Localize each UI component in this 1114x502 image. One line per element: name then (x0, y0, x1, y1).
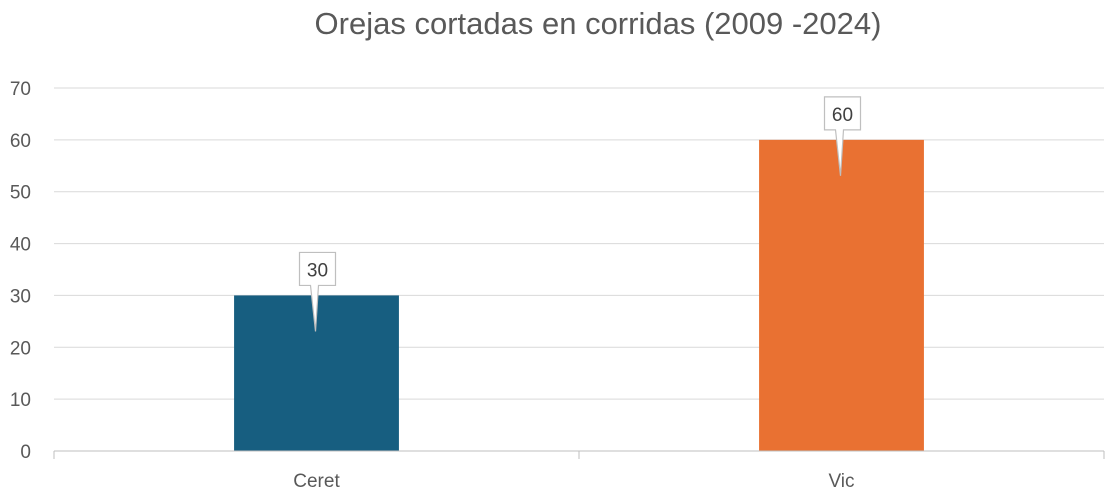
gridlines (54, 87, 1104, 400)
y-axis-ticks: 0 10 20 30 40 50 60 70 (10, 79, 31, 463)
data-label-callout (823, 96, 862, 176)
data-label: 30 (307, 260, 328, 281)
bar-vic (759, 139, 924, 451)
y-tick-label: 60 (10, 131, 31, 152)
y-tick-label: 0 (20, 442, 31, 463)
x-axis-ticks: Ceret Vic (293, 471, 854, 492)
y-tick-label: 20 (10, 338, 31, 359)
x-tick-label: Vic (828, 471, 854, 492)
data-labels: 30 60 (298, 96, 862, 332)
x-tick-label: Ceret (293, 471, 340, 492)
data-label: 60 (832, 105, 853, 126)
chart-title: Orejas cortadas en corridas (2009 -2024) (315, 6, 882, 41)
y-tick-label: 50 (10, 183, 31, 204)
y-tick-label: 40 (10, 235, 31, 256)
y-tick-label: 30 (10, 286, 31, 307)
y-tick-label: 70 (10, 79, 31, 100)
data-label-callout (298, 251, 337, 332)
y-tick-label: 10 (10, 390, 31, 411)
bars (234, 139, 924, 451)
x-axis (53, 450, 1105, 459)
